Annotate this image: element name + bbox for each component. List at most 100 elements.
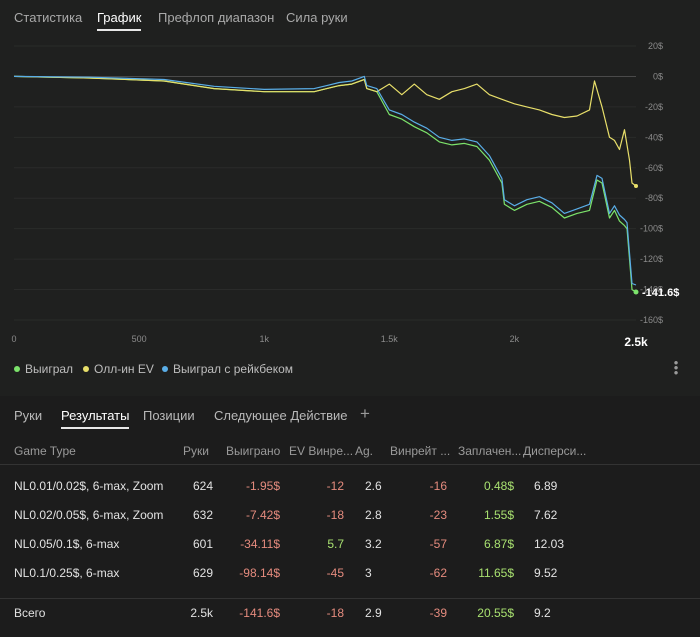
- col-game-type[interactable]: Game Type: [14, 444, 76, 458]
- x-tick-label: 1.5k: [381, 334, 399, 344]
- tab-hand-strength[interactable]: Сила руки: [286, 10, 348, 25]
- col-paid[interactable]: Заплачен...: [458, 444, 522, 458]
- cell-winrate: -62: [429, 566, 447, 580]
- series-line-0: [13, 75, 637, 293]
- table-row[interactable]: NL0.02/0.05$, 6-max, Zoom 632 -7.42$ -18…: [0, 504, 700, 528]
- cell-won: -98.14$: [239, 566, 280, 580]
- legend-item-won[interactable]: Выиграл: [14, 362, 73, 376]
- cell-variance: 6.89: [534, 479, 558, 493]
- table-row[interactable]: NL0.1/0.25$, 6-max 629 -98.14$ -45 3 -62…: [0, 562, 700, 586]
- legend-dot-icon: [14, 366, 20, 372]
- tab-next-action[interactable]: Следующее Действие: [214, 408, 348, 423]
- cell-ev-winrate: -18: [326, 508, 344, 522]
- cell-won: -34.11$: [240, 537, 280, 551]
- legend-label: Олл-ин EV: [94, 362, 154, 376]
- profit-chart[interactable]: 20$ 0$ -20$ -40$ -60$ -80$ -100$ -120$ -140$ -160…: [0, 36, 700, 356]
- col-variance[interactable]: Дисперси...: [523, 444, 587, 458]
- y-tick-label: 20$: [648, 41, 663, 51]
- legend-label: Выиграл с рейкбеком: [173, 362, 294, 376]
- cell-game-type: NL0.1/0.25$, 6-max: [14, 566, 120, 580]
- series-end-point: [633, 289, 639, 295]
- header-divider: [0, 464, 700, 465]
- series-line-2: [13, 75, 637, 286]
- results-panel: Руки Результаты Позиции Следующее Действ…: [0, 396, 700, 637]
- table-total-row[interactable]: Всего 2.5k -141.6$ -18 2.9 -39 20.55$ 9.…: [0, 602, 700, 626]
- table-row[interactable]: NL0.05/0.1$, 6-max 601 -34.11$ 5.7 3.2 -…: [0, 533, 700, 557]
- x-tick-label: 500: [132, 334, 147, 344]
- cell-won: -1.95$: [245, 479, 280, 493]
- current-value-label: -141.6$: [642, 287, 679, 299]
- cell-ev-winrate: -18: [326, 606, 344, 620]
- cell-paid: 20.55$: [477, 606, 514, 620]
- tab-preflop-range[interactable]: Префлоп диапазон: [158, 10, 275, 25]
- cell-variance: 9.2: [534, 606, 551, 620]
- cell-won: -141.6$: [239, 606, 280, 620]
- cell-game-type: NL0.02/0.05$, 6-max, Zoom: [14, 508, 164, 522]
- table-header: Game Type Руки Выиграно EV Винре... Ag. …: [0, 442, 700, 464]
- x-tick-label: 2k: [510, 334, 520, 344]
- legend-label: Выиграл: [25, 362, 74, 376]
- cell-game-type: NL0.05/0.1$, 6-max: [14, 537, 120, 551]
- legend-dot-icon: [162, 366, 168, 372]
- cell-paid: 1.55$: [483, 508, 514, 522]
- y-tick-label: -20$: [645, 102, 663, 112]
- tab-positions[interactable]: Позиции: [143, 408, 195, 423]
- cell-winrate: -39: [429, 606, 447, 620]
- y-tick-label: -120$: [640, 254, 663, 264]
- legend-item-allin-ev[interactable]: Олл-ин EV: [83, 362, 154, 376]
- cell-aggression: 3.2: [365, 537, 382, 551]
- col-hands[interactable]: Руки: [183, 444, 209, 458]
- tab-graph[interactable]: График: [97, 10, 142, 31]
- cell-hands: 601: [192, 537, 213, 551]
- cell-variance: 7.62: [534, 508, 558, 522]
- add-tab-icon[interactable]: +: [360, 404, 370, 423]
- y-tick-label: -140$: [640, 285, 663, 295]
- cell-aggression: 2.9: [365, 606, 382, 620]
- cell-hands: 632: [192, 508, 213, 522]
- col-aggression[interactable]: Ag.: [355, 444, 374, 458]
- legend-dot-icon: [83, 366, 89, 372]
- cell-won: -7.42$: [245, 508, 280, 522]
- total-divider: [0, 598, 700, 599]
- cell-game-type: NL0.01/0.02$, 6-max, Zoom: [14, 479, 164, 493]
- cell-ev-winrate: -12: [326, 479, 344, 493]
- table-row[interactable]: NL0.01/0.02$, 6-max, Zoom 624 -1.95$ -12…: [0, 475, 700, 499]
- cell-winrate: -16: [429, 479, 447, 493]
- cell-ev-winrate: 5.7: [327, 537, 344, 551]
- cell-total-label: Всего: [14, 606, 46, 620]
- y-tick-label: -60$: [645, 163, 663, 173]
- cell-variance: 12.03: [534, 537, 565, 551]
- chart-svg: 20$ 0$ -20$ -40$ -60$ -80$ -100$ -120$ -140$ -160…: [11, 41, 679, 349]
- tab-hands[interactable]: Руки: [14, 408, 43, 423]
- cell-hands: 629: [192, 566, 213, 580]
- col-ev-winrate[interactable]: EV Винре...: [289, 444, 354, 458]
- current-x-label: 2.5k: [624, 335, 648, 349]
- y-tick-label: -100$: [640, 224, 663, 234]
- y-tick-label: -40$: [645, 132, 663, 142]
- cell-hands: 624: [192, 479, 213, 493]
- cell-ev-winrate: -45: [326, 566, 344, 580]
- x-tick-label: 1k: [259, 334, 269, 344]
- y-tick-label: -80$: [645, 193, 663, 203]
- cell-winrate: -57: [429, 537, 447, 551]
- cell-aggression: 2.6: [365, 479, 382, 493]
- col-winrate[interactable]: Винрейт ...: [390, 444, 451, 458]
- tab-statistics[interactable]: Статистика: [14, 10, 83, 25]
- x-tick-label: 0: [11, 334, 16, 344]
- y-tick-label: -160$: [640, 315, 663, 325]
- cell-paid: 11.65$: [478, 566, 514, 580]
- more-menu-icon[interactable]: • • •: [673, 355, 679, 380]
- series-line-1: [13, 75, 637, 187]
- cell-winrate: -23: [429, 508, 447, 522]
- col-won[interactable]: Выиграно: [226, 444, 281, 458]
- cell-aggression: 3: [365, 566, 372, 580]
- top-tab-bar: Статистика График Префлоп диапазон Сила …: [0, 0, 700, 36]
- cell-variance: 9.52: [534, 566, 558, 580]
- legend-item-rakeback[interactable]: Выиграл с рейкбеком: [162, 362, 293, 376]
- series-end-point: [634, 184, 638, 189]
- y-tick-label: 0$: [653, 71, 663, 81]
- tab-results[interactable]: Результаты: [61, 408, 130, 429]
- cell-hands: 2.5k: [190, 606, 213, 620]
- cell-aggression: 2.8: [365, 508, 382, 522]
- cell-paid: 0.48$: [483, 479, 514, 493]
